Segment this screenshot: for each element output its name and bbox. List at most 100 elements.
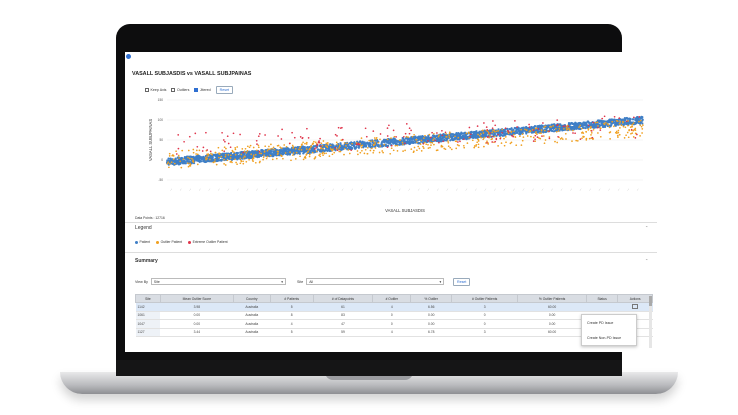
create-non-pd-issue-item[interactable]: Create Non-PD Issue (587, 336, 622, 340)
col-status[interactable]: Status (585, 294, 619, 303)
data-point (333, 151, 336, 154)
data-point (642, 124, 644, 126)
data-point (299, 155, 301, 158)
data-point (383, 139, 386, 142)
data-point (483, 145, 485, 148)
keep-axis-checkbox[interactable]: Keep Axis (145, 88, 166, 92)
data-point (534, 140, 537, 143)
col-mean-outlier-score[interactable]: Mean Outlier Score (159, 294, 234, 303)
col-patients[interactable]: # Patients (269, 294, 314, 303)
col-country[interactable]: Country (232, 294, 271, 303)
data-point (541, 135, 543, 137)
data-point (627, 136, 630, 139)
table-scrollbar[interactable] (649, 296, 652, 348)
data-points-count: Data Points : 12716 (135, 216, 165, 220)
data-point (525, 129, 528, 132)
col-outlier[interactable]: # Outlier (372, 294, 412, 303)
col-outlier-patients[interactable]: # Outlier Patients (450, 294, 519, 303)
data-point (623, 137, 626, 139)
info-icon[interactable] (126, 54, 131, 59)
summary-collapse-icon[interactable]: ⌃ (645, 258, 649, 263)
data-point (521, 139, 524, 142)
data-point (215, 159, 218, 163)
data-point (366, 146, 369, 149)
data-point (478, 134, 481, 137)
data-point (609, 131, 612, 133)
data-point (543, 142, 546, 145)
data-point (457, 136, 460, 139)
data-point (558, 128, 561, 130)
data-point (572, 132, 574, 134)
data-point (236, 158, 239, 161)
outliers-checkbox[interactable]: Outliers (171, 88, 189, 92)
x-tick-label: — (588, 187, 592, 191)
data-point (271, 158, 274, 161)
data-point (252, 154, 255, 157)
data-point (347, 149, 350, 151)
data-point (510, 141, 513, 144)
data-point (509, 142, 512, 145)
x-tick-label: — (169, 187, 173, 191)
data-point (192, 151, 195, 154)
data-point (424, 136, 427, 140)
data-point (486, 140, 488, 143)
legend-collapse-icon[interactable]: ⌃ (645, 225, 649, 230)
data-point (625, 134, 627, 137)
data-point (298, 148, 300, 151)
data-point (634, 117, 637, 121)
data-point (554, 127, 557, 130)
data-point (257, 144, 260, 147)
data-point (463, 146, 466, 149)
data-point (366, 152, 369, 155)
data-point (542, 135, 545, 137)
data-point (292, 152, 295, 154)
data-point (299, 136, 302, 138)
data-point (252, 157, 255, 160)
data-point (192, 148, 195, 151)
data-point (475, 145, 477, 147)
data-point (544, 139, 547, 141)
data-point (168, 155, 171, 157)
col-actions: Actions (617, 294, 653, 303)
data-point (567, 125, 570, 128)
col-pct-outlier[interactable]: % Outlier (410, 294, 452, 303)
create-pd-issue-item[interactable]: Create PD Issue (587, 321, 614, 325)
view-by-select[interactable]: Site ▾ (150, 278, 286, 285)
data-point (319, 145, 322, 148)
x-tick-label: — (398, 187, 402, 191)
data-point (332, 148, 334, 151)
table-row[interactable]: 1061 0.00 Australia 8 83 0 0.00 0 0.00 (135, 311, 653, 320)
table-row[interactable]: 1127 3.44 Australia 5 59 4 6.78 3 60.00 (135, 328, 653, 337)
data-point (277, 152, 279, 155)
data-point (220, 155, 223, 158)
data-point (628, 117, 631, 120)
data-point (486, 130, 489, 133)
data-point (303, 147, 306, 150)
summary-reset-button[interactable]: Reset (453, 278, 471, 286)
col-site[interactable]: Site (135, 294, 161, 303)
data-point (374, 141, 376, 144)
x-tick-label: — (569, 187, 573, 191)
col-datapoints[interactable]: # of Datapoints (312, 294, 374, 303)
actions-menu-button[interactable] (632, 303, 639, 309)
data-point (340, 139, 343, 141)
col-pct-outlier-patients[interactable]: % Outlier Patients (517, 294, 587, 303)
jitered-checkbox[interactable]: Jitered (194, 88, 211, 92)
data-point (575, 122, 578, 125)
x-tick-label: — (360, 187, 364, 191)
chart-reset-button[interactable]: Reset (215, 86, 234, 94)
data-point (539, 137, 542, 140)
data-point (206, 153, 208, 156)
table-row[interactable]: 1047 0.00 Australia 4 47 0 0.00 0 0.00 (135, 319, 653, 329)
data-point (441, 129, 443, 132)
site-select[interactable]: All ▾ (306, 278, 445, 285)
table-row[interactable]: 1142 3.98 Australia 5 61 4 6.56 3 60.00 (135, 302, 653, 312)
data-point (537, 128, 540, 130)
scatter-plot: 150 100 50 0 -50 — — — — — — — — — — — — — — — — — — — — — — — — — — — —… (148, 98, 644, 213)
data-point (312, 142, 314, 145)
data-point (258, 150, 261, 153)
data-point (174, 162, 176, 165)
data-point (542, 131, 545, 134)
data-point (437, 138, 440, 141)
x-tick-label: — (350, 187, 354, 191)
